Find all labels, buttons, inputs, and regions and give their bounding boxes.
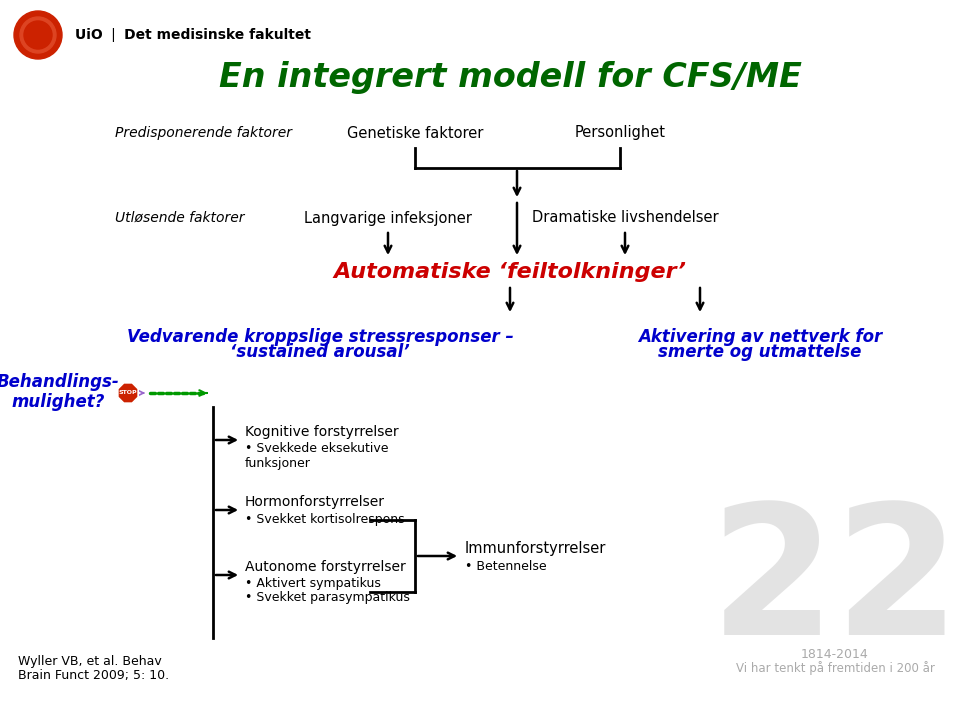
- Text: • Svekket kortisolrespons: • Svekket kortisolrespons: [245, 512, 404, 526]
- Text: 22: 22: [709, 497, 960, 673]
- Text: • Aktivert sympatikus: • Aktivert sympatikus: [245, 578, 381, 590]
- Text: • Betennelse: • Betennelse: [465, 559, 546, 573]
- Circle shape: [24, 21, 52, 49]
- Text: Kognitive forstyrrelser: Kognitive forstyrrelser: [245, 425, 398, 439]
- Text: Langvarige infeksjoner: Langvarige infeksjoner: [304, 211, 472, 225]
- Text: Wyller VB, et al. Behav: Wyller VB, et al. Behav: [18, 656, 161, 668]
- Text: Autonome forstyrrelser: Autonome forstyrrelser: [245, 560, 406, 574]
- Text: Genetiske faktorer: Genetiske faktorer: [347, 126, 483, 140]
- Text: Vi har tenkt på fremtiden i 200 år: Vi har tenkt på fremtiden i 200 år: [735, 661, 934, 675]
- Text: • Svekket parasympatikus: • Svekket parasympatikus: [245, 592, 410, 604]
- Circle shape: [14, 11, 62, 59]
- Text: UiO ❘ Det medisinske fakultet: UiO ❘ Det medisinske fakultet: [75, 28, 311, 42]
- Text: Predisponerende faktorer: Predisponerende faktorer: [115, 126, 292, 140]
- Text: En integrert modell for CFS/ME: En integrert modell for CFS/ME: [219, 62, 802, 95]
- Text: Vedvarende kroppslige stressresponser –: Vedvarende kroppslige stressresponser –: [127, 328, 514, 346]
- Text: funksjoner: funksjoner: [245, 456, 311, 470]
- Text: Automatiske ‘feiltolkninger’: Automatiske ‘feiltolkninger’: [333, 262, 686, 282]
- Text: Aktivering av nettverk for: Aktivering av nettverk for: [637, 328, 882, 346]
- Text: Immunforstyrrelser: Immunforstyrrelser: [465, 541, 607, 555]
- Text: 1814-2014: 1814-2014: [802, 649, 869, 661]
- Polygon shape: [118, 383, 138, 403]
- Text: Dramatiske livshendelser: Dramatiske livshendelser: [532, 211, 718, 225]
- Text: Utløsende faktorer: Utløsende faktorer: [115, 211, 245, 225]
- Text: Hormonforstyrrelser: Hormonforstyrrelser: [245, 495, 385, 509]
- Text: Personlighet: Personlighet: [574, 126, 665, 140]
- Text: Brain Funct 2009; 5: 10.: Brain Funct 2009; 5: 10.: [18, 668, 169, 682]
- Text: • Svekkede eksekutive: • Svekkede eksekutive: [245, 442, 389, 456]
- Text: ‘sustained arousal’: ‘sustained arousal’: [230, 343, 410, 361]
- Text: STOP: STOP: [119, 390, 137, 395]
- Circle shape: [20, 17, 56, 53]
- Text: smerte og utmattelse: smerte og utmattelse: [659, 343, 862, 361]
- Text: Behandlings-
mulighet?: Behandlings- mulighet?: [0, 373, 119, 411]
